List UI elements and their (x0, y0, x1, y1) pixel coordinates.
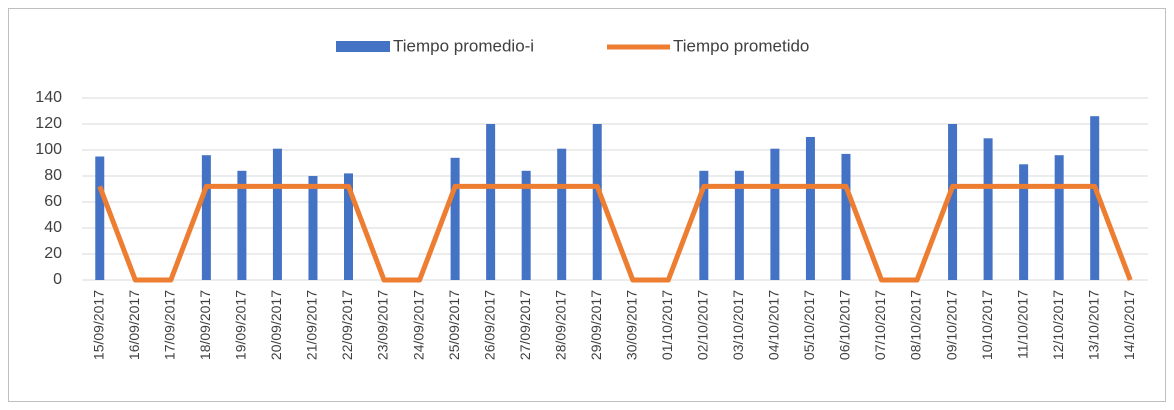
bar (95, 156, 105, 280)
x-tick-label: 19/09/2017 (233, 290, 249, 360)
bar (201, 155, 211, 280)
x-tick-label: 05/10/2017 (801, 290, 817, 360)
bar (521, 170, 531, 280)
legend-label: Tiempo prometido (673, 36, 809, 55)
bar (1090, 116, 1100, 280)
y-tick-label: 100 (35, 141, 62, 158)
bar (1054, 155, 1064, 280)
bar (486, 124, 496, 280)
x-tick-label: 08/10/2017 (908, 290, 924, 360)
x-tick-label: 03/10/2017 (730, 290, 746, 360)
bar (344, 173, 353, 280)
bar (557, 148, 567, 280)
bar (272, 148, 282, 280)
y-tick-label: 60 (44, 193, 62, 210)
x-tick-label: 29/09/2017 (588, 290, 604, 360)
bar (237, 170, 247, 280)
x-tick-label: 14/10/2017 (1121, 290, 1137, 360)
bar (770, 148, 780, 280)
bar (734, 170, 744, 280)
legend-swatch (336, 41, 390, 52)
x-tick-label: 24/09/2017 (410, 290, 426, 360)
y-tick-label: 80 (44, 167, 62, 184)
x-tick-label: 25/09/2017 (446, 290, 462, 360)
x-tick-label: 16/09/2017 (126, 290, 142, 360)
x-tick-label: 27/09/2017 (517, 290, 533, 360)
y-tick-label: 0 (53, 271, 62, 288)
x-tick-label: 26/09/2017 (481, 290, 497, 360)
line (97, 183, 1133, 283)
bar (948, 124, 958, 280)
x-tick-label: 23/09/2017 (375, 290, 391, 360)
x-tick-label: 17/09/2017 (162, 290, 178, 360)
x-tick-label: 18/09/2017 (197, 290, 213, 360)
x-tick-label: 10/10/2017 (979, 290, 995, 360)
x-tick-label: 28/09/2017 (552, 290, 568, 360)
x-tick-label: 04/10/2017 (766, 290, 782, 360)
y-tick-label: 20 (44, 245, 62, 262)
y-tick-label: 120 (35, 115, 62, 132)
bar (805, 137, 815, 280)
x-tick-label: 13/10/2017 (1085, 290, 1101, 360)
bar (841, 153, 851, 280)
x-tick-label: 21/09/2017 (304, 290, 320, 360)
x-tick-label: 07/10/2017 (872, 290, 888, 360)
bar (699, 170, 709, 280)
x-tick-label: 22/09/2017 (339, 290, 355, 360)
x-tick-label: 15/09/2017 (90, 290, 106, 360)
x-tick-label: 20/09/2017 (268, 290, 284, 360)
x-tick-label: 01/10/2017 (659, 290, 675, 360)
y-tick-label: 40 (44, 219, 62, 236)
bar (308, 176, 318, 280)
x-tick-label: 30/09/2017 (623, 290, 639, 360)
x-tick-label: 02/10/2017 (695, 290, 711, 360)
bar (983, 138, 993, 280)
bar (592, 124, 602, 280)
bar (450, 157, 460, 280)
y-tick-label: 140 (35, 89, 62, 106)
x-tick-label: 12/10/2017 (1050, 290, 1066, 360)
legend-label: Tiempo promedio-i (393, 36, 534, 55)
x-tick-label: 11/10/2017 (1014, 290, 1030, 359)
x-tick-label: 06/10/2017 (837, 290, 853, 360)
bar (1019, 164, 1029, 280)
x-tick-label: 09/10/2017 (943, 290, 959, 360)
